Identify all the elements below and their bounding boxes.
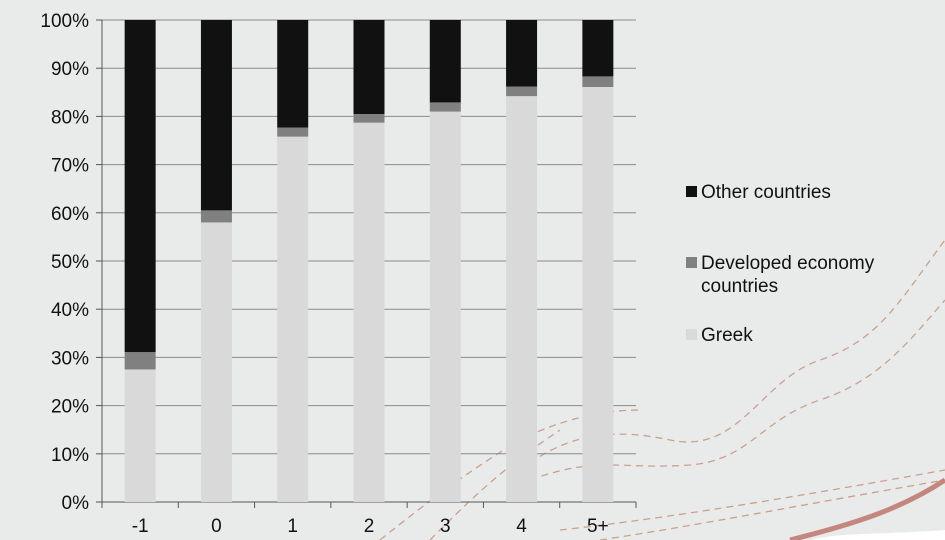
decorative-white-arc bbox=[810, 530, 945, 540]
legend-label: Developed economy countries bbox=[701, 253, 875, 297]
legend-swatch bbox=[686, 329, 697, 340]
decorative-curve bbox=[429, 429, 561, 540]
x-tick-label: 1 bbox=[287, 516, 298, 537]
bar-segment bbox=[200, 20, 232, 211]
bar-segment bbox=[353, 122, 385, 502]
legend-swatch bbox=[686, 257, 697, 268]
bar-segment bbox=[277, 136, 309, 503]
decorative-curve bbox=[559, 469, 945, 531]
bar-segment bbox=[429, 102, 461, 112]
bar-segment bbox=[277, 20, 309, 128]
bar-segment bbox=[582, 20, 614, 77]
bar-segment bbox=[124, 20, 156, 353]
y-tick-label: 80% bbox=[51, 107, 89, 128]
y-tick-label: 30% bbox=[51, 348, 89, 369]
y-tick-label: 100% bbox=[40, 11, 89, 32]
y-tick-label: 10% bbox=[51, 445, 89, 466]
bar-segment bbox=[124, 369, 156, 502]
legend-swatch bbox=[686, 186, 697, 197]
y-tick-label: 90% bbox=[51, 59, 89, 80]
y-tick-label: 0% bbox=[62, 493, 90, 514]
x-axis-tick-labels: -1 0 1 2 3 4 5+ bbox=[132, 516, 609, 537]
decorative-accent-curve bbox=[789, 477, 945, 540]
y-tick-label: 40% bbox=[51, 300, 89, 321]
bar-segment bbox=[277, 127, 309, 137]
y-axis-tick-labels: 0% 10% 20% 30% 40% 50% 60% 70% 80% 90% 100% bbox=[40, 11, 89, 514]
bar-segment bbox=[429, 111, 461, 502]
bar-segment bbox=[582, 76, 614, 87]
bar-segment bbox=[353, 20, 385, 114]
bar-stacks bbox=[124, 20, 614, 503]
bar-segment bbox=[124, 352, 156, 370]
x-tick-label: 0 bbox=[211, 516, 222, 537]
bar-segment bbox=[506, 20, 538, 87]
legend-label: Other countries bbox=[701, 182, 831, 203]
y-tick-label: 70% bbox=[51, 156, 89, 177]
x-tick-label: -1 bbox=[132, 516, 149, 537]
x-tick-label: 5+ bbox=[587, 516, 609, 537]
bar-segment bbox=[582, 86, 614, 503]
decorative-curve bbox=[599, 479, 945, 540]
legend-label: Greek bbox=[701, 325, 753, 346]
x-tick-label: 3 bbox=[440, 516, 451, 537]
y-tick-label: 20% bbox=[51, 397, 89, 418]
bar-segment bbox=[200, 222, 232, 502]
bar-segment bbox=[353, 113, 385, 123]
bar-segment bbox=[506, 86, 538, 97]
bar-segment bbox=[429, 20, 461, 103]
bar-segment bbox=[506, 96, 538, 502]
x-tick-label: 4 bbox=[516, 516, 527, 537]
decorative-background-lines bbox=[379, 239, 945, 540]
bar-segment bbox=[200, 210, 232, 223]
y-tick-label: 50% bbox=[51, 252, 89, 273]
legend: Other countries Developed economy countrie… bbox=[686, 182, 875, 346]
x-tick-label: 2 bbox=[364, 516, 375, 537]
y-tick-label: 60% bbox=[51, 204, 89, 225]
